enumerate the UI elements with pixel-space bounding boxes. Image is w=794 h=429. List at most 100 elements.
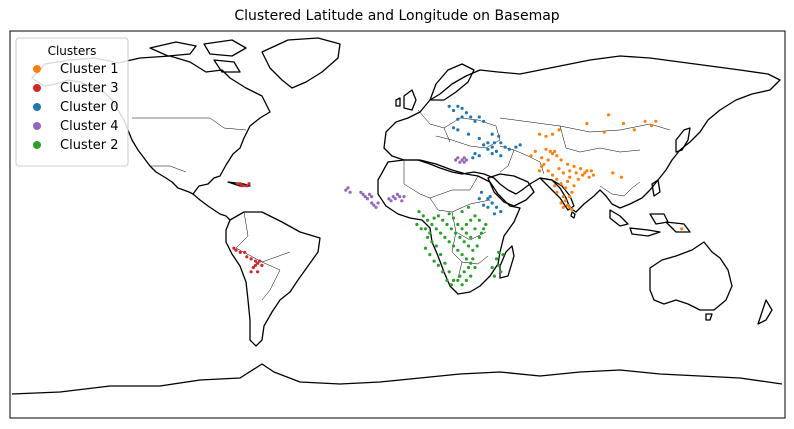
data-point — [249, 257, 253, 261]
data-point — [344, 188, 348, 192]
data-point — [490, 152, 494, 156]
data-point — [548, 149, 552, 153]
data-point — [346, 186, 350, 190]
data-point — [439, 231, 443, 235]
data-point — [361, 192, 365, 196]
data-point — [492, 274, 496, 278]
legend-label: Cluster 4 — [60, 119, 119, 134]
data-point — [391, 195, 395, 199]
data-point — [499, 154, 503, 158]
data-point — [256, 261, 260, 265]
legend-label: Cluster 2 — [60, 138, 119, 153]
data-point — [587, 175, 591, 179]
series-cluster-1 — [529, 113, 684, 231]
data-point — [619, 175, 624, 179]
data-point — [256, 270, 260, 274]
data-point — [477, 136, 481, 141]
data-point — [245, 255, 249, 259]
data-point — [484, 222, 488, 227]
data-point — [430, 222, 434, 227]
data-point — [576, 177, 580, 181]
data-point — [456, 117, 460, 121]
data-point — [464, 158, 468, 162]
data-point — [473, 152, 477, 156]
data-point — [503, 145, 507, 149]
data-point — [529, 154, 533, 158]
coastline-scandinavia — [429, 63, 475, 101]
data-point — [585, 121, 589, 126]
data-point — [232, 246, 236, 250]
data-point — [544, 147, 548, 151]
data-point — [423, 227, 428, 231]
data-point — [477, 235, 481, 239]
data-point — [501, 253, 505, 257]
data-point — [462, 240, 466, 244]
coastline-indonesia — [609, 209, 691, 237]
border-usa-canada — [132, 117, 247, 131]
coastline-britain — [395, 89, 417, 111]
data-point — [606, 113, 611, 117]
data-point — [570, 190, 574, 194]
data-point — [253, 263, 257, 267]
data-point — [423, 246, 428, 250]
legend-title: Clusters — [48, 44, 97, 58]
data-point — [374, 205, 378, 209]
coastline-new-zealand — [757, 299, 773, 325]
data-point — [473, 119, 477, 123]
coastline-central-america — [192, 193, 231, 221]
data-point — [477, 197, 481, 201]
legend-box — [15, 37, 129, 167]
series-cluster-0 — [447, 104, 522, 216]
data-point — [566, 162, 570, 166]
data-point — [428, 253, 432, 257]
data-point — [251, 265, 255, 270]
data-point — [439, 253, 443, 257]
data-point — [436, 263, 440, 267]
data-point — [566, 179, 570, 184]
data-point — [680, 227, 684, 231]
coastline-africa — [377, 159, 521, 295]
data-point — [538, 169, 542, 173]
data-point — [494, 257, 499, 261]
legend-marker — [33, 84, 41, 92]
data-point — [563, 199, 568, 203]
cluster-points — [232, 104, 684, 287]
data-point — [477, 115, 481, 119]
border-europe — [417, 109, 501, 149]
legend-entry: Cluster 0 — [33, 100, 119, 115]
data-point — [464, 257, 468, 261]
data-point — [460, 115, 464, 119]
data-point — [449, 227, 453, 231]
data-point — [469, 218, 473, 222]
data-point — [482, 227, 486, 231]
data-point — [443, 235, 447, 239]
data-point — [568, 205, 572, 209]
data-point — [387, 197, 391, 201]
data-point — [499, 141, 503, 145]
data-point — [426, 235, 430, 239]
data-point — [260, 263, 264, 267]
coastline-philippines — [651, 179, 661, 197]
data-point — [421, 214, 425, 218]
data-point — [477, 218, 481, 222]
coastlines — [11, 37, 783, 395]
data-point — [559, 158, 563, 162]
data-point — [583, 171, 587, 175]
data-point — [370, 201, 374, 205]
data-point — [376, 201, 380, 205]
legend-label: Cluster 0 — [60, 100, 119, 115]
data-point — [621, 121, 626, 126]
data-point — [553, 149, 557, 153]
data-point — [561, 171, 565, 175]
data-point — [473, 214, 477, 218]
data-point — [447, 240, 451, 244]
data-point — [643, 119, 647, 123]
coastline-antarctica — [11, 363, 783, 395]
data-point — [417, 210, 421, 214]
legend-entry: Cluster 4 — [33, 119, 119, 134]
data-point — [432, 216, 436, 220]
series-cluster-2 — [415, 205, 505, 287]
